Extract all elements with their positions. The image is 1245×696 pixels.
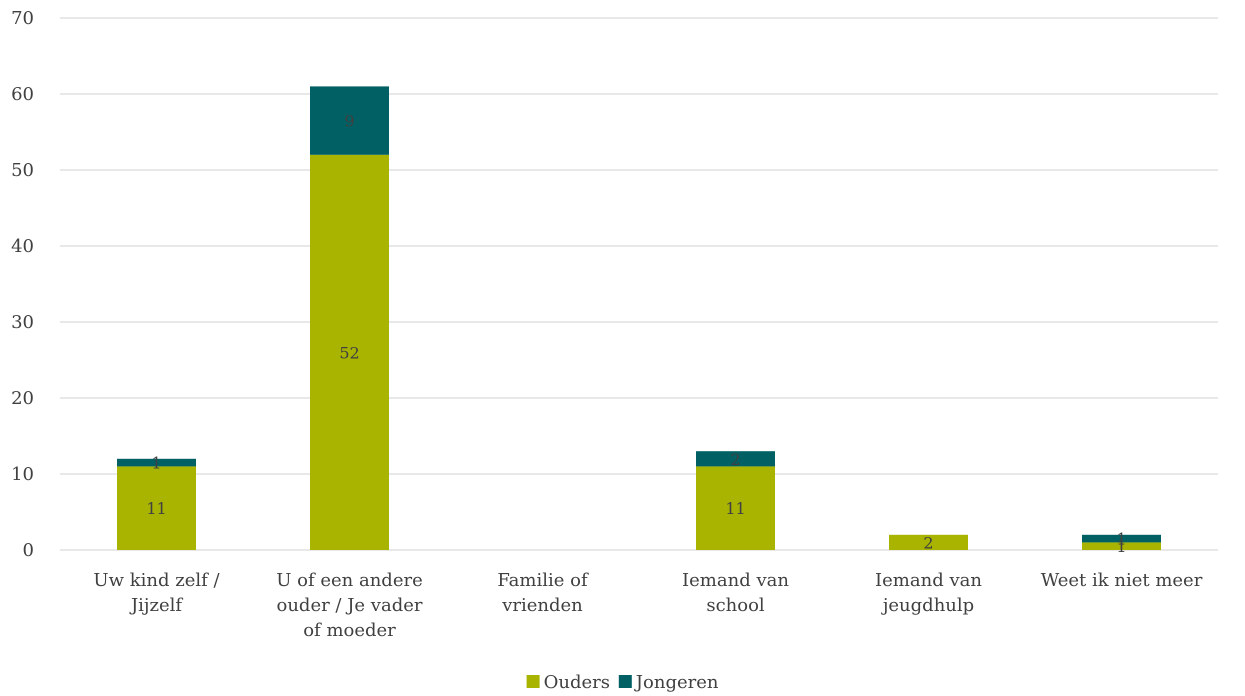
y-tick-label-10: 10	[11, 464, 34, 485]
x-category-label-5: Weet ik niet meer	[1041, 570, 1203, 591]
x-category-label-0: Uw kind zelf / Jijzelf	[93, 570, 220, 616]
data-label-ouders-3: 11	[725, 499, 745, 518]
legend-swatch-jongeren	[618, 675, 632, 688]
data-label-ouders-5: 1	[1116, 537, 1126, 556]
y-tick-label-30: 30	[11, 312, 34, 333]
legend-label-ouders: Ouders	[544, 672, 610, 693]
data-label-jongeren-3: 2	[730, 450, 740, 469]
y-tick-label-70: 70	[11, 8, 34, 29]
data-label-ouders-0: 11	[146, 499, 166, 518]
legend-label-jongeren: Jongeren	[634, 672, 719, 693]
y-tick-label-0: 0	[23, 540, 34, 561]
bar-jongeren-0	[117, 458, 196, 467]
bar-ouders-4	[889, 534, 968, 550]
bar-ouders-5	[1082, 542, 1161, 550]
bar-jongeren-3	[696, 451, 775, 467]
x-axis-categories: Uw kind zelf / Jijzelf U of een andere oude…	[93, 570, 1202, 641]
x-category-label-4: Iemand van jeugdhulp	[875, 570, 982, 616]
bar-ouders-3	[696, 466, 775, 550]
x-category-label-3: Iemand van school	[682, 570, 789, 616]
y-tick-label-50: 50	[11, 160, 34, 181]
y-tick-label-20: 20	[11, 388, 34, 409]
bar-jongeren-1	[310, 86, 389, 155]
x-category-label-2: Familie of vrienden	[497, 570, 589, 616]
y-tick-label-40: 40	[11, 236, 34, 257]
legend-swatch-ouders	[526, 675, 540, 688]
gridlines	[60, 17, 1218, 551]
data-label-ouders-1: 52	[339, 343, 359, 362]
data-label-jongeren-5: 1	[1116, 530, 1126, 549]
data-label-jongeren-0: 1	[151, 454, 161, 473]
data-label-ouders-4: 2	[923, 533, 933, 552]
bars	[117, 86, 1161, 551]
bar-ouders-0	[117, 466, 196, 550]
y-tick-label-60: 60	[11, 84, 34, 105]
y-axis-ticks: 0 10 20 30 40 50 60 70	[11, 8, 34, 561]
bar-ouders-1	[310, 154, 389, 551]
legend: Ouders Jongeren	[526, 672, 719, 693]
bar-jongeren-5	[1082, 534, 1161, 543]
x-category-label-1: U of een andere ouder / Je vader of moeder	[276, 570, 423, 641]
data-label-jongeren-1: 9	[344, 112, 354, 131]
